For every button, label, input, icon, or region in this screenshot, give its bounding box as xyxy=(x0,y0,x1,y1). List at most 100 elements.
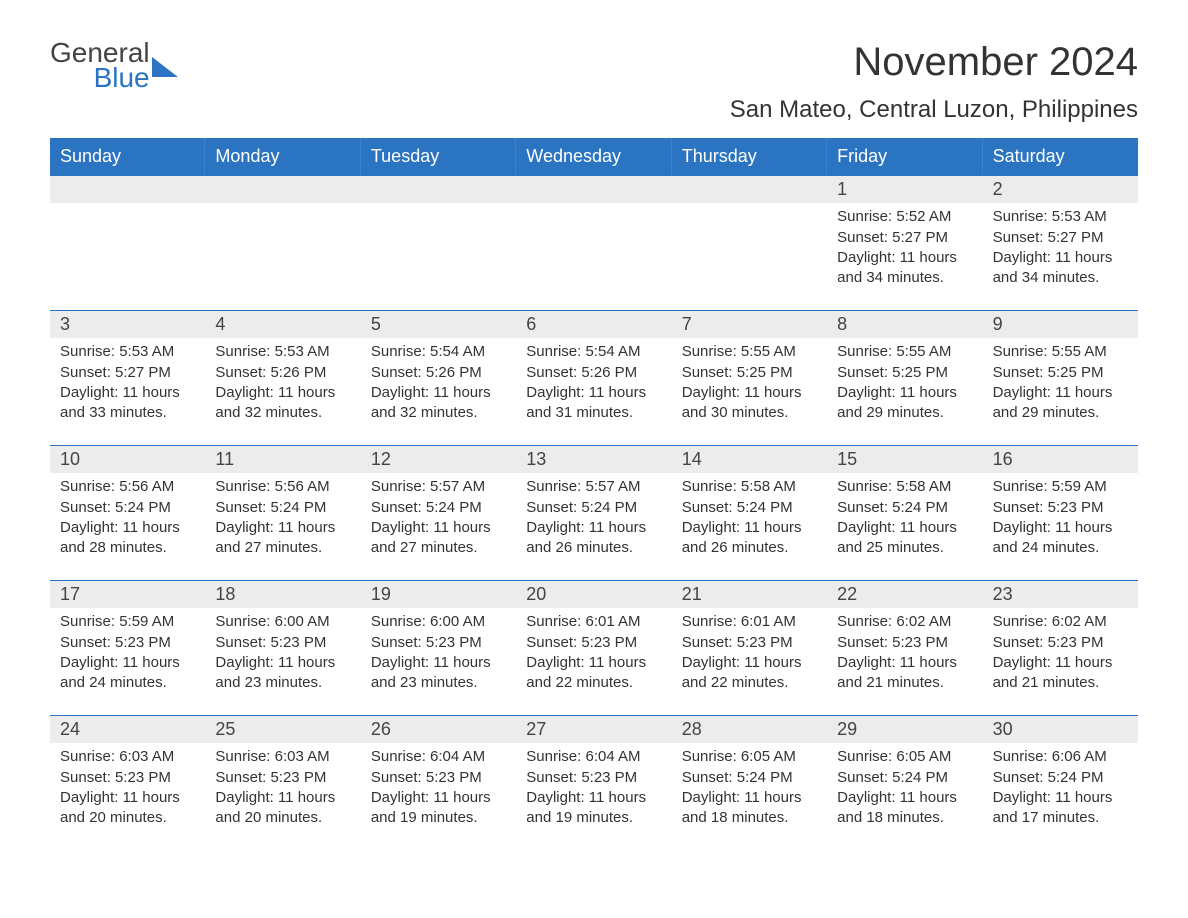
page-title: November 2024 xyxy=(853,40,1138,85)
day-number: 28 xyxy=(672,716,827,743)
day-details: Sunrise: 5:59 AMSunset: 5:23 PMDaylight:… xyxy=(983,473,1138,562)
day-number: 1 xyxy=(827,176,982,203)
day-number: 22 xyxy=(827,581,982,608)
sunrise-text: Sunrise: 6:02 AM xyxy=(837,612,972,632)
day-details: Sunrise: 5:53 AMSunset: 5:26 PMDaylight:… xyxy=(205,338,360,427)
day-number: 9 xyxy=(983,311,1138,338)
calendar-day: 26Sunrise: 6:04 AMSunset: 5:23 PMDayligh… xyxy=(361,716,516,832)
sunrise-text: Sunrise: 5:58 AM xyxy=(837,477,972,497)
sunset-text: Sunset: 5:23 PM xyxy=(993,498,1128,518)
day-details: Sunrise: 5:56 AMSunset: 5:24 PMDaylight:… xyxy=(50,473,205,562)
daylight-text: Daylight: 11 hours and 29 minutes. xyxy=(993,383,1128,424)
daylight-text: Daylight: 11 hours and 21 minutes. xyxy=(993,653,1128,694)
day-details: Sunrise: 6:05 AMSunset: 5:24 PMDaylight:… xyxy=(672,743,827,832)
sunset-text: Sunset: 5:23 PM xyxy=(215,633,350,653)
day-details: Sunrise: 5:57 AMSunset: 5:24 PMDaylight:… xyxy=(516,473,671,562)
sunrise-text: Sunrise: 5:53 AM xyxy=(60,342,195,362)
day-number: 24 xyxy=(50,716,205,743)
day-number xyxy=(361,176,516,203)
sunrise-text: Sunrise: 6:01 AM xyxy=(526,612,661,632)
sunrise-text: Sunrise: 5:55 AM xyxy=(682,342,817,362)
day-details: Sunrise: 6:01 AMSunset: 5:23 PMDaylight:… xyxy=(516,608,671,697)
brand-word2: Blue xyxy=(50,65,150,90)
sunset-text: Sunset: 5:27 PM xyxy=(837,228,972,248)
calendar-week: 24Sunrise: 6:03 AMSunset: 5:23 PMDayligh… xyxy=(50,715,1138,832)
weekday-header: Saturday xyxy=(983,138,1138,175)
day-details xyxy=(361,203,516,211)
calendar-week: 10Sunrise: 5:56 AMSunset: 5:24 PMDayligh… xyxy=(50,445,1138,562)
calendar-day: 19Sunrise: 6:00 AMSunset: 5:23 PMDayligh… xyxy=(361,581,516,697)
sunset-text: Sunset: 5:23 PM xyxy=(60,768,195,788)
day-details: Sunrise: 6:02 AMSunset: 5:23 PMDaylight:… xyxy=(827,608,982,697)
sunset-text: Sunset: 5:23 PM xyxy=(371,633,506,653)
calendar-day: 16Sunrise: 5:59 AMSunset: 5:23 PMDayligh… xyxy=(983,446,1138,562)
daylight-text: Daylight: 11 hours and 24 minutes. xyxy=(60,653,195,694)
sunrise-text: Sunrise: 6:01 AM xyxy=(682,612,817,632)
day-number: 13 xyxy=(516,446,671,473)
day-details: Sunrise: 5:58 AMSunset: 5:24 PMDaylight:… xyxy=(672,473,827,562)
day-details: Sunrise: 5:58 AMSunset: 5:24 PMDaylight:… xyxy=(827,473,982,562)
day-number: 5 xyxy=(361,311,516,338)
sunset-text: Sunset: 5:25 PM xyxy=(837,363,972,383)
sunset-text: Sunset: 5:24 PM xyxy=(215,498,350,518)
day-details xyxy=(50,203,205,211)
day-number xyxy=(672,176,827,203)
calendar-day: 29Sunrise: 6:05 AMSunset: 5:24 PMDayligh… xyxy=(827,716,982,832)
day-details: Sunrise: 5:57 AMSunset: 5:24 PMDaylight:… xyxy=(361,473,516,562)
day-number: 14 xyxy=(672,446,827,473)
day-details: Sunrise: 6:03 AMSunset: 5:23 PMDaylight:… xyxy=(205,743,360,832)
weekday-header: Sunday xyxy=(50,138,205,175)
sunset-text: Sunset: 5:26 PM xyxy=(215,363,350,383)
sunrise-text: Sunrise: 5:53 AM xyxy=(215,342,350,362)
daylight-text: Daylight: 11 hours and 34 minutes. xyxy=(837,248,972,289)
day-details: Sunrise: 5:55 AMSunset: 5:25 PMDaylight:… xyxy=(672,338,827,427)
calendar-day: 13Sunrise: 5:57 AMSunset: 5:24 PMDayligh… xyxy=(516,446,671,562)
day-details: Sunrise: 5:53 AMSunset: 5:27 PMDaylight:… xyxy=(983,203,1138,292)
daylight-text: Daylight: 11 hours and 33 minutes. xyxy=(60,383,195,424)
sunset-text: Sunset: 5:23 PM xyxy=(215,768,350,788)
calendar-day: 9Sunrise: 5:55 AMSunset: 5:25 PMDaylight… xyxy=(983,311,1138,427)
daylight-text: Daylight: 11 hours and 31 minutes. xyxy=(526,383,661,424)
calendar-day xyxy=(361,176,516,292)
day-details: Sunrise: 6:00 AMSunset: 5:23 PMDaylight:… xyxy=(361,608,516,697)
day-number xyxy=(516,176,671,203)
sunrise-text: Sunrise: 6:03 AM xyxy=(215,747,350,767)
day-number: 15 xyxy=(827,446,982,473)
day-details: Sunrise: 5:54 AMSunset: 5:26 PMDaylight:… xyxy=(516,338,671,427)
calendar-week: 17Sunrise: 5:59 AMSunset: 5:23 PMDayligh… xyxy=(50,580,1138,697)
sunrise-text: Sunrise: 6:00 AM xyxy=(215,612,350,632)
sunset-text: Sunset: 5:27 PM xyxy=(60,363,195,383)
day-number: 2 xyxy=(983,176,1138,203)
sunset-text: Sunset: 5:25 PM xyxy=(993,363,1128,383)
sunrise-text: Sunrise: 5:59 AM xyxy=(993,477,1128,497)
weekday-header: Friday xyxy=(827,138,982,175)
day-number: 26 xyxy=(361,716,516,743)
calendar-day: 17Sunrise: 5:59 AMSunset: 5:23 PMDayligh… xyxy=(50,581,205,697)
day-details: Sunrise: 5:54 AMSunset: 5:26 PMDaylight:… xyxy=(361,338,516,427)
calendar-day: 7Sunrise: 5:55 AMSunset: 5:25 PMDaylight… xyxy=(672,311,827,427)
daylight-text: Daylight: 11 hours and 22 minutes. xyxy=(526,653,661,694)
calendar-day: 25Sunrise: 6:03 AMSunset: 5:23 PMDayligh… xyxy=(205,716,360,832)
weekday-header: Wednesday xyxy=(516,138,671,175)
day-details: Sunrise: 6:00 AMSunset: 5:23 PMDaylight:… xyxy=(205,608,360,697)
daylight-text: Daylight: 11 hours and 20 minutes. xyxy=(215,788,350,829)
sunrise-text: Sunrise: 6:02 AM xyxy=(993,612,1128,632)
calendar-day xyxy=(50,176,205,292)
calendar-day: 12Sunrise: 5:57 AMSunset: 5:24 PMDayligh… xyxy=(361,446,516,562)
weekday-header: Monday xyxy=(205,138,360,175)
sunset-text: Sunset: 5:23 PM xyxy=(837,633,972,653)
sunrise-text: Sunrise: 6:03 AM xyxy=(60,747,195,767)
sunrise-text: Sunrise: 5:57 AM xyxy=(371,477,506,497)
daylight-text: Daylight: 11 hours and 20 minutes. xyxy=(60,788,195,829)
calendar-day: 8Sunrise: 5:55 AMSunset: 5:25 PMDaylight… xyxy=(827,311,982,427)
day-details: Sunrise: 6:05 AMSunset: 5:24 PMDaylight:… xyxy=(827,743,982,832)
sunset-text: Sunset: 5:24 PM xyxy=(837,498,972,518)
sunset-text: Sunset: 5:24 PM xyxy=(993,768,1128,788)
sunset-text: Sunset: 5:23 PM xyxy=(526,633,661,653)
location-subtitle: San Mateo, Central Luzon, Philippines xyxy=(50,96,1138,124)
sunset-text: Sunset: 5:24 PM xyxy=(837,768,972,788)
day-details: Sunrise: 5:52 AMSunset: 5:27 PMDaylight:… xyxy=(827,203,982,292)
day-details: Sunrise: 6:02 AMSunset: 5:23 PMDaylight:… xyxy=(983,608,1138,697)
day-number: 23 xyxy=(983,581,1138,608)
day-number: 11 xyxy=(205,446,360,473)
